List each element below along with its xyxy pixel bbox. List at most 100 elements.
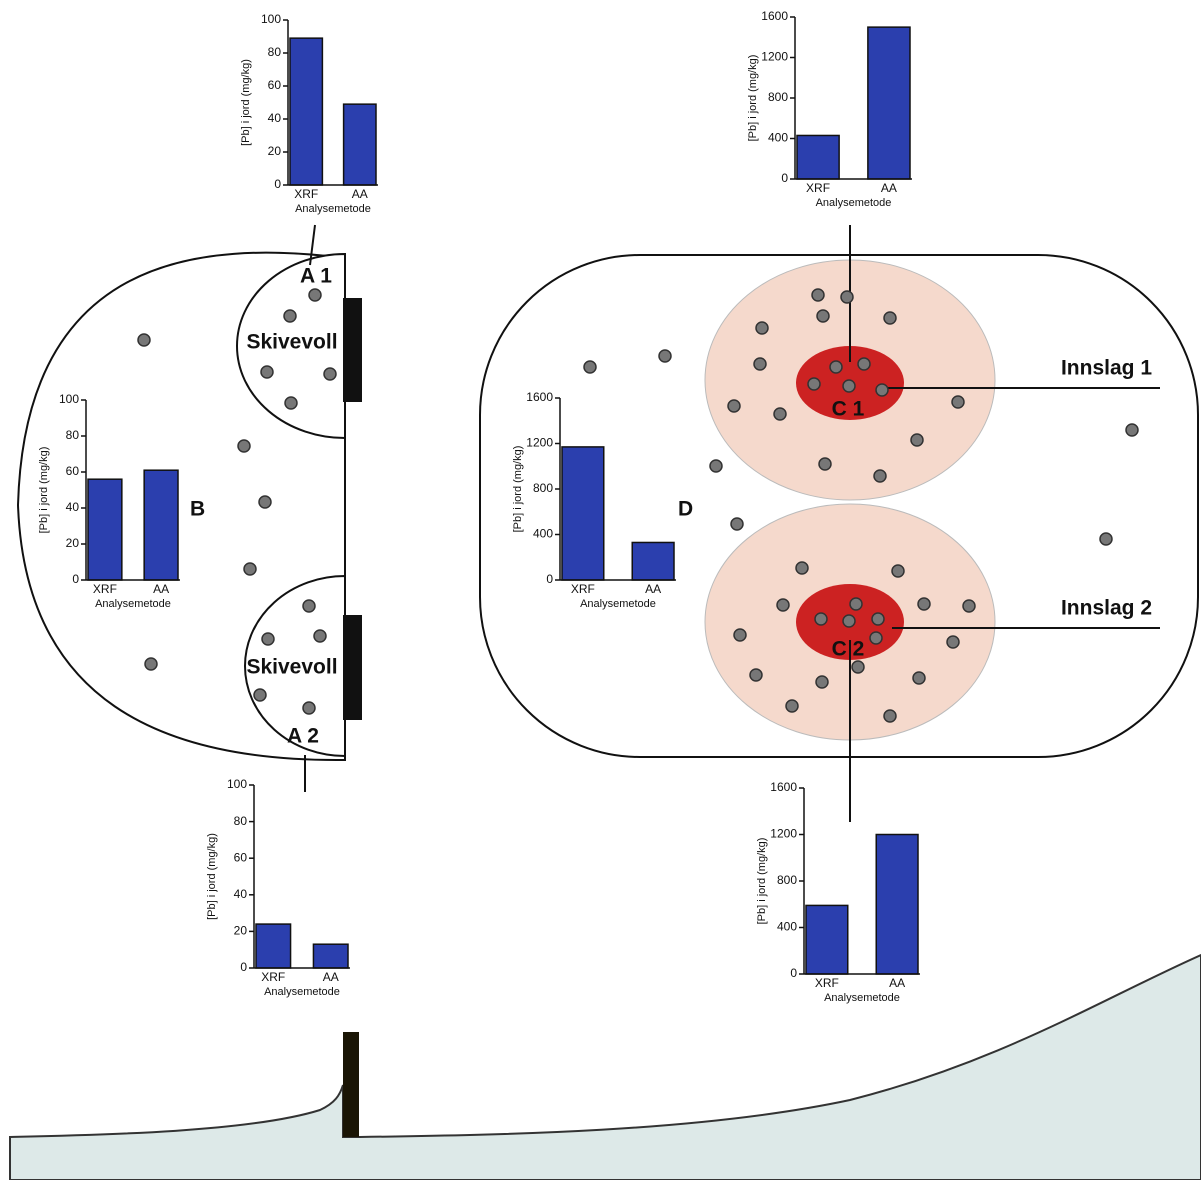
dot: [284, 310, 296, 322]
y-tick-label: 60: [234, 850, 248, 864]
bar: [290, 38, 322, 185]
x-axis-label: Analysemetode: [580, 598, 656, 610]
bar: [144, 470, 178, 580]
dot: [728, 400, 740, 412]
dot: [884, 312, 896, 324]
y-axis-label: [Pb] i jord (mg/kg): [38, 447, 50, 534]
bar: [88, 479, 122, 580]
x-axis-label: Analysemetode: [824, 992, 900, 1004]
bar: [797, 135, 839, 179]
dot: [731, 518, 743, 530]
x-tick-label: XRF: [806, 181, 830, 195]
y-tick-label: 0: [274, 177, 281, 191]
dot: [324, 368, 336, 380]
y-tick-label: 40: [66, 500, 80, 514]
y-tick-label: 0: [546, 572, 553, 586]
y-tick-label: 1600: [761, 9, 788, 23]
y-tick-label: 80: [66, 428, 80, 442]
dot: [238, 440, 250, 452]
x-axis-label: Analysemetode: [295, 203, 371, 215]
dot: [815, 613, 827, 625]
dot: [145, 658, 157, 670]
bar: [344, 104, 376, 185]
dot: [756, 322, 768, 334]
label: A 1: [300, 265, 332, 288]
dot: [872, 613, 884, 625]
y-tick-label: 60: [66, 464, 80, 478]
dot: [314, 630, 326, 642]
diagram: A 1 Skivevoll B Skivevoll A 2 C 1 C 2 D …: [0, 0, 1201, 1180]
x-tick-label: AA: [352, 187, 368, 201]
x-tick-label: XRF: [815, 976, 839, 990]
dot: [876, 384, 888, 396]
dot: [1126, 424, 1138, 436]
x-axis-label: Analysemetode: [264, 986, 340, 998]
label: Skivevoll: [246, 331, 337, 354]
y-tick-label: 100: [261, 12, 281, 26]
y-axis-label: [Pb] i jord (mg/kg): [756, 838, 768, 925]
bar: [313, 944, 348, 968]
dot: [870, 632, 882, 644]
y-tick-label: 800: [768, 90, 788, 104]
dot: [947, 636, 959, 648]
y-tick-label: 0: [72, 572, 79, 586]
dot: [816, 676, 828, 688]
y-tick-label: 80: [268, 45, 282, 59]
bar: [806, 905, 848, 974]
dot: [913, 672, 925, 684]
x-tick-label: AA: [153, 582, 169, 596]
dot: [710, 460, 722, 472]
dot: [261, 366, 273, 378]
dot: [750, 669, 762, 681]
dot: [259, 496, 271, 508]
label: Skivevoll: [246, 656, 337, 679]
x-tick-label: AA: [323, 970, 339, 984]
dot: [843, 615, 855, 627]
dot: [138, 334, 150, 346]
dot: [911, 434, 923, 446]
y-tick-label: 400: [777, 920, 797, 934]
dot: [817, 310, 829, 322]
y-tick-label: 100: [227, 777, 247, 791]
y-tick-label: 40: [234, 887, 248, 901]
bar: [632, 542, 674, 580]
y-tick-label: 20: [268, 144, 282, 158]
dot: [659, 350, 671, 362]
dot: [963, 600, 975, 612]
x-axis-label: Analysemetode: [95, 598, 171, 610]
dot: [918, 598, 930, 610]
y-tick-label: 20: [234, 924, 248, 938]
y-tick-label: 1600: [770, 780, 797, 794]
dot: [852, 661, 864, 673]
dot: [786, 700, 798, 712]
y-tick-label: 20: [66, 536, 80, 550]
y-tick-label: 800: [777, 873, 797, 887]
dot: [812, 289, 824, 301]
y-tick-label: 0: [240, 960, 247, 974]
dot: [303, 702, 315, 714]
bar: [876, 835, 918, 975]
dot: [841, 291, 853, 303]
dot: [754, 358, 766, 370]
dot: [734, 629, 746, 641]
y-axis-label: [Pb] i jord (mg/kg): [240, 59, 252, 146]
label: A 2: [287, 725, 319, 748]
y-axis-label: [Pb] i jord (mg/kg): [206, 833, 218, 920]
dot: [830, 361, 842, 373]
dot: [285, 397, 297, 409]
y-tick-label: 60: [268, 78, 282, 92]
dot: [892, 565, 904, 577]
y-tick-label: 0: [781, 171, 788, 185]
x-tick-label: XRF: [294, 187, 318, 201]
dot: [262, 633, 274, 645]
dot: [858, 358, 870, 370]
dot: [874, 470, 886, 482]
x-tick-label: XRF: [93, 582, 117, 596]
y-tick-label: 400: [768, 131, 788, 145]
y-tick-label: 100: [59, 392, 79, 406]
label: Innslag 1: [1061, 357, 1152, 380]
y-tick-label: 1200: [526, 436, 553, 450]
dot: [819, 458, 831, 470]
dot: [584, 361, 596, 373]
